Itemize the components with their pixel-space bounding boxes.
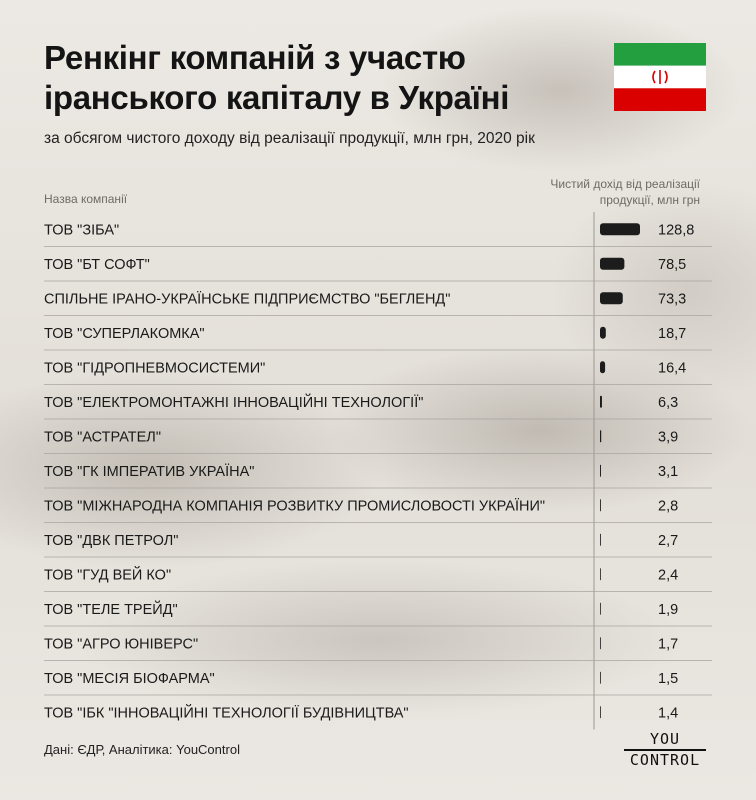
youcontrol-logo: YOU CONTROL [622,732,708,768]
revenue-value-label: 1,5 [658,671,678,687]
revenue-value-label: 1,9 [658,602,678,618]
flag-red-stripe [614,88,706,111]
company-label: ТОВ "БТ СОФТ" [44,257,150,273]
revenue-value-label: 6,3 [658,395,678,411]
revenue-bar [600,499,601,512]
revenue-bar [600,637,601,650]
company-label: ТОВ "ІБК "ІННОВАЦІЙНІ ТЕХНОЛОГІЇ БУДІВНИ… [44,703,409,721]
company-label: ТОВ "МЕСІЯ БІОФАРМА" [44,671,215,687]
revenue-bar [600,361,606,374]
revenue-value-label: 128,8 [658,222,694,238]
company-label: ТОВ "ЗІБА" [44,222,119,238]
revenue-bar [600,671,601,684]
revenue-bar [600,706,601,719]
revenue-bar [600,464,601,477]
company-label: СПІЛЬНЕ ІРАНО-УКРАЇНСЬКЕ ПІДПРИЄМСТВО "Б… [44,290,450,307]
revenue-value-label: 1,4 [658,705,678,721]
revenue-bar [600,257,625,270]
column-header-revenue-line1: Чистий дохід від реалізації [550,177,700,191]
revenue-value-label: 16,4 [658,360,686,376]
company-label: ТОВ "СУПЕРЛАКОМКА" [44,326,205,342]
logo-bottom-text: CONTROL [629,751,701,769]
revenue-bar [600,223,640,236]
column-header-revenue-line2: продукції, млн грн [599,193,700,207]
column-header-revenue: Чистий дохід від реалізації продукції, м… [480,176,700,208]
revenue-value-label: 3,1 [658,464,678,480]
revenue-value-label: 73,3 [658,291,686,307]
company-label: ТОВ "ГК ІМПЕРАТИВ УКРАЇНА" [44,463,254,480]
company-label: ТОВ "ЕЛЕКТРОМОНТАЖНІ ІННОВАЦІЙНІ ТЕХНОЛО… [44,393,423,411]
company-label: ТОВ "МІЖНАРОДНА КОМПАНІЯ РОЗВИТКУ ПРОМИС… [44,497,545,514]
revenue-bar [600,292,623,305]
revenue-value-label: 78,5 [658,257,686,273]
revenue-bar [600,326,606,339]
revenue-value-label: 18,7 [658,326,686,342]
revenue-value-label: 2,8 [658,498,678,514]
company-label: ТОВ "ГУД ВЕЙ КО" [44,565,171,583]
company-label: ТОВ "ТЕЛЕ ТРЕЙД" [44,600,178,618]
source-note: Дані: ЄДР, Аналітика: YouControl [44,742,240,757]
subtitle: за обсягом чистого доходу від реалізації… [44,130,535,147]
company-label: ТОВ "ДВК ПЕТРОЛ" [44,533,178,549]
revenue-value-label: 1,7 [658,636,678,652]
flag-emblem [652,70,668,84]
logo-top-text: YOU [649,730,681,748]
revenue-value-label: 2,4 [658,567,678,583]
page-title: Ренкінг компаній з участю іранського кап… [44,39,510,116]
company-label: ТОВ "АСТРАТЕЛ" [44,429,161,445]
revenue-bar [600,568,601,581]
revenue-bar [600,533,601,546]
flag-green-stripe [614,43,706,66]
revenue-bar [600,602,601,615]
revenue-bar [600,430,602,443]
iran-flag-icon [614,43,706,111]
logo-rule [624,749,706,751]
column-header-company: Назва компанії [44,192,128,206]
revenue-bar [600,395,602,408]
revenue-value-label: 2,7 [658,533,678,549]
company-label: ТОВ "АГРО ЮНІВЕРС" [44,636,198,652]
company-label: ТОВ "ГІДРОПНЕВМОСИСТЕМИ" [44,360,265,376]
revenue-value-label: 3,9 [658,429,678,445]
